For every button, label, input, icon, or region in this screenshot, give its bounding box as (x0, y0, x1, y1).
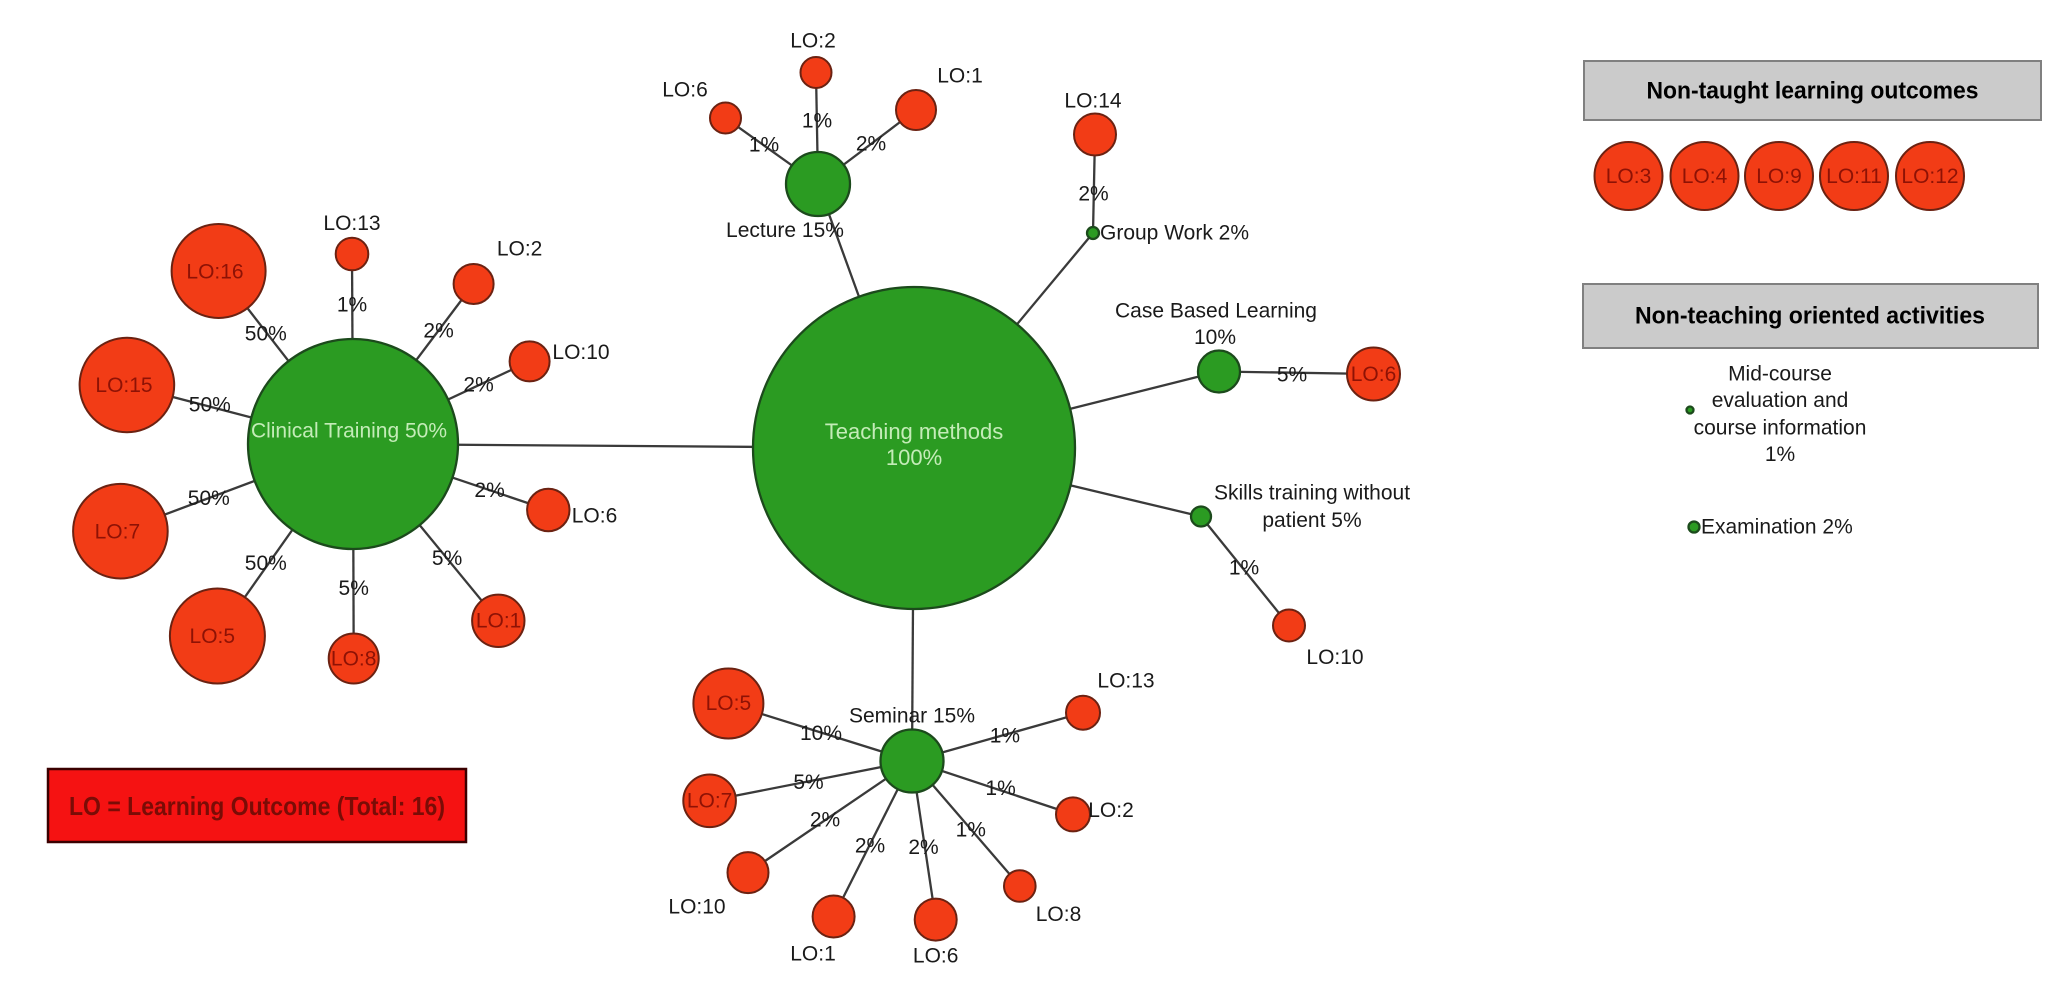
svg-text:LO:11: LO:11 (1826, 165, 1882, 188)
svg-text:LO:2: LO:2 (790, 30, 836, 53)
svg-text:LO:2: LO:2 (1088, 799, 1134, 822)
svg-text:LO:13: LO:13 (323, 212, 380, 235)
svg-text:Non-teaching oriented activiti: Non-teaching oriented activities (1635, 303, 1985, 330)
svg-text:Skills training without: Skills training without (1214, 482, 1410, 505)
svg-text:100%: 100% (886, 445, 942, 470)
svg-text:Examination 2%: Examination 2% (1701, 516, 1853, 539)
svg-text:LO:1: LO:1 (476, 610, 522, 633)
svg-text:5%: 5% (339, 577, 369, 600)
svg-text:1%: 1% (749, 134, 779, 157)
svg-text:50%: 50% (245, 552, 287, 575)
svg-text:LO:15: LO:15 (95, 374, 152, 397)
svg-text:2%: 2% (856, 133, 886, 156)
svg-text:course information: course information (1694, 417, 1867, 440)
svg-text:10%: 10% (800, 722, 842, 745)
svg-text:LO:7: LO:7 (687, 790, 733, 813)
svg-text:evaluation and: evaluation and (1712, 389, 1849, 412)
svg-text:Non-taught learning outcomes: Non-taught learning outcomes (1647, 78, 1979, 105)
svg-text:LO:6: LO:6 (913, 945, 959, 968)
svg-text:LO:4: LO:4 (1682, 165, 1728, 188)
svg-text:LO:13: LO:13 (1097, 670, 1154, 693)
svg-text:1%: 1% (1765, 443, 1795, 466)
svg-text:2%: 2% (423, 319, 453, 342)
svg-text:50%: 50% (245, 322, 287, 345)
svg-text:LO:1: LO:1 (937, 65, 983, 88)
svg-text:LO:10: LO:10 (552, 341, 609, 364)
svg-text:2%: 2% (463, 373, 493, 396)
svg-text:LO:16: LO:16 (186, 261, 243, 284)
svg-text:LO:5: LO:5 (706, 692, 752, 715)
svg-text:LO:10: LO:10 (1306, 646, 1363, 669)
svg-text:patient 5%: patient 5% (1262, 509, 1361, 532)
svg-text:LO:12: LO:12 (1901, 165, 1958, 188)
svg-text:10%: 10% (1194, 326, 1236, 349)
svg-text:Group Work 2%: Group Work 2% (1100, 222, 1249, 245)
svg-text:Mid-course: Mid-course (1728, 363, 1832, 386)
svg-text:1%: 1% (337, 293, 367, 316)
svg-text:LO = Learning Outcome (Total:: LO = Learning Outcome (Total: 16) (69, 791, 445, 821)
svg-text:LO:3: LO:3 (1606, 165, 1652, 188)
svg-text:50%: 50% (189, 393, 231, 416)
svg-text:LO:8: LO:8 (1036, 903, 1082, 926)
svg-text:1%: 1% (1229, 557, 1259, 580)
svg-text:LO:10: LO:10 (668, 896, 725, 919)
svg-text:5%: 5% (432, 547, 462, 570)
svg-text:2%: 2% (1078, 183, 1108, 206)
svg-text:LO:7: LO:7 (95, 521, 141, 544)
svg-text:2%: 2% (908, 836, 938, 859)
svg-text:LO:6: LO:6 (1351, 363, 1397, 386)
svg-text:LO:2: LO:2 (497, 238, 543, 261)
svg-text:2%: 2% (810, 809, 840, 832)
svg-text:Seminar 15%: Seminar 15% (849, 705, 975, 728)
svg-text:LO:14: LO:14 (1064, 90, 1122, 113)
svg-text:2%: 2% (855, 835, 885, 858)
svg-text:Lecture 15%: Lecture 15% (726, 219, 844, 242)
svg-text:1%: 1% (956, 819, 986, 842)
svg-text:5%: 5% (1277, 364, 1307, 387)
svg-text:LO:1: LO:1 (790, 943, 836, 966)
svg-text:50%: 50% (188, 487, 230, 510)
svg-text:Case Based Learning: Case Based Learning (1115, 300, 1317, 323)
svg-text:2%: 2% (474, 479, 504, 502)
svg-text:1%: 1% (985, 777, 1015, 800)
svg-text:5%: 5% (793, 771, 823, 794)
svg-text:Clinical Training 50%: Clinical Training 50% (251, 420, 447, 443)
svg-text:1%: 1% (990, 725, 1020, 748)
svg-text:LO:8: LO:8 (331, 648, 377, 671)
svg-text:LO:9: LO:9 (1756, 165, 1802, 188)
svg-text:LO:5: LO:5 (190, 625, 236, 648)
svg-text:LO:6: LO:6 (662, 79, 708, 102)
svg-text:Teaching methods: Teaching methods (825, 419, 1004, 444)
svg-text:LO:6: LO:6 (572, 505, 618, 528)
svg-text:1%: 1% (802, 110, 832, 133)
